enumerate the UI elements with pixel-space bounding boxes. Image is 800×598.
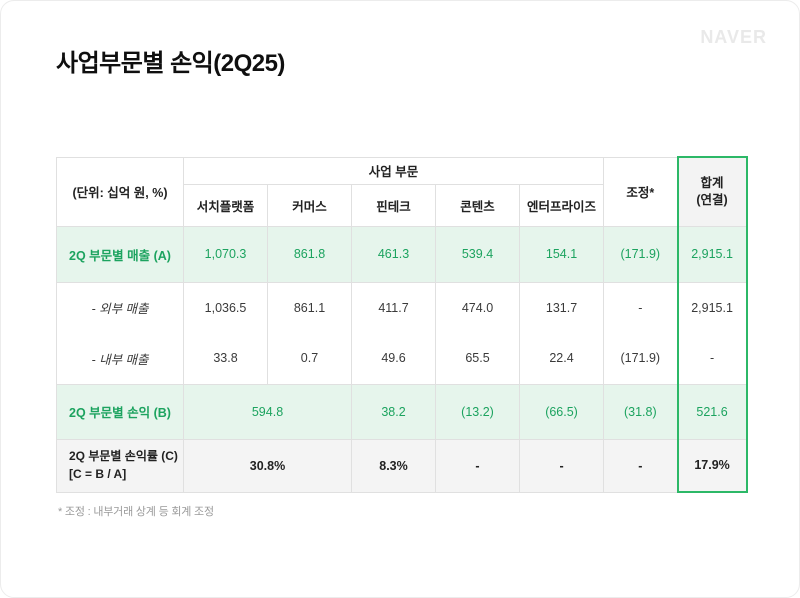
cell-external-total: 2,915.1 xyxy=(676,281,748,333)
cell-revenue-fintech: 461.3 xyxy=(351,225,436,283)
cell-internal-adjustment: (171.9) xyxy=(603,332,679,385)
row-label-operating-profit: 2Q 부문별 손익 (B) xyxy=(56,383,184,440)
row-label-external-revenue: - 외부 매출 xyxy=(56,281,184,333)
table-row-profit-margin: 2Q 부문별 손익률 (C) [C = B / A] 30.8% 8.3% - … xyxy=(56,438,748,493)
naver-logo: NAVER xyxy=(700,27,767,47)
table-row-operating-profit: 2Q 부문별 손익 (B) 594.8 38.2 (13.2) (66.5) (… xyxy=(56,383,748,440)
row-label-revenue: 2Q 부문별 매출 (A) xyxy=(56,225,184,283)
cell-profit-content: (13.2) xyxy=(435,383,520,440)
col-header-content: 콘텐츠 xyxy=(435,183,520,227)
cell-revenue-commerce: 861.8 xyxy=(267,225,352,283)
cell-external-adjustment: - xyxy=(603,281,679,333)
cell-internal-enterprise: 22.4 xyxy=(518,332,605,385)
group-header-business-segments: 사업 부문 xyxy=(182,156,605,185)
cell-internal-content: 65.5 xyxy=(435,332,520,385)
col-header-adjustment: 조정* xyxy=(603,156,679,227)
cell-external-enterprise: 131.7 xyxy=(518,281,605,333)
cell-external-search-platform: 1,036.5 xyxy=(183,281,268,333)
cell-margin-total: 17.9% xyxy=(676,438,748,493)
cell-external-commerce: 861.1 xyxy=(267,281,352,333)
cell-profit-search-platform-commerce: 594.8 xyxy=(183,383,352,440)
footnote-adjustment-note: * 조정 : 내부거래 상계 등 회계 조정 xyxy=(58,506,214,518)
cell-margin-fintech: 8.3% xyxy=(351,438,436,493)
cell-profit-enterprise: (66.5) xyxy=(518,383,605,440)
cell-external-fintech: 411.7 xyxy=(351,281,436,333)
cell-profit-total: 521.6 xyxy=(676,383,748,440)
table-row-internal-revenue: - 내부 매출 33.8 0.7 49.6 65.5 22.4 (171.9) … xyxy=(56,332,748,385)
header-group-row: (단위: 십억 원, %) 사업 부문 조정* 합계 (연결) xyxy=(56,156,748,227)
cell-external-content: 474.0 xyxy=(435,281,520,333)
cell-revenue-adjustment: (171.9) xyxy=(603,225,679,283)
cell-revenue-search-platform: 1,070.3 xyxy=(183,225,268,283)
row-label-profit-margin: 2Q 부문별 손익률 (C) [C = B / A] xyxy=(56,438,184,493)
header-columns-row: 서치플랫폼 커머스 핀테크 콘텐츠 엔터프라이즈 xyxy=(57,183,747,227)
segment-pl-table: (단위: 십억 원, %) 사업 부문 조정* 합계 (연결) 서치플랫폼 커머… xyxy=(56,156,748,493)
cell-internal-fintech: 49.6 xyxy=(351,332,436,385)
table-row-revenue: 2Q 부문별 매출 (A) 1,070.3 861.8 461.3 539.4 … xyxy=(56,225,748,283)
col-header-total-consolidated: 합계 (연결) xyxy=(676,156,748,227)
cell-revenue-content: 539.4 xyxy=(435,225,520,283)
cell-profit-fintech: 38.2 xyxy=(351,383,436,440)
cell-margin-search-platform-commerce: 30.8% xyxy=(183,438,352,493)
page-title: 사업부문별 손익(2Q25) xyxy=(56,50,285,77)
row-label-internal-revenue: - 내부 매출 xyxy=(56,332,184,385)
col-header-fintech: 핀테크 xyxy=(351,183,436,227)
cell-margin-content: - xyxy=(435,438,520,493)
col-header-enterprise: 엔터프라이즈 xyxy=(518,183,605,227)
cell-revenue-enterprise: 154.1 xyxy=(518,225,605,283)
cell-revenue-total: 2,915.1 xyxy=(676,225,748,283)
table-row-external-revenue: - 외부 매출 1,036.5 861.1 411.7 474.0 131.7 … xyxy=(56,281,748,333)
cell-profit-adjustment: (31.8) xyxy=(603,383,679,440)
cell-internal-total: - xyxy=(676,332,748,385)
cell-margin-enterprise: - xyxy=(518,438,605,493)
cell-internal-search-platform: 33.8 xyxy=(183,332,268,385)
cell-margin-adjustment: - xyxy=(603,438,679,493)
col-header-commerce: 커머스 xyxy=(267,183,352,227)
cell-internal-commerce: 0.7 xyxy=(267,332,352,385)
unit-label: (단위: 십억 원, %) xyxy=(56,156,184,227)
col-header-search-platform: 서치플랫폼 xyxy=(183,183,268,227)
